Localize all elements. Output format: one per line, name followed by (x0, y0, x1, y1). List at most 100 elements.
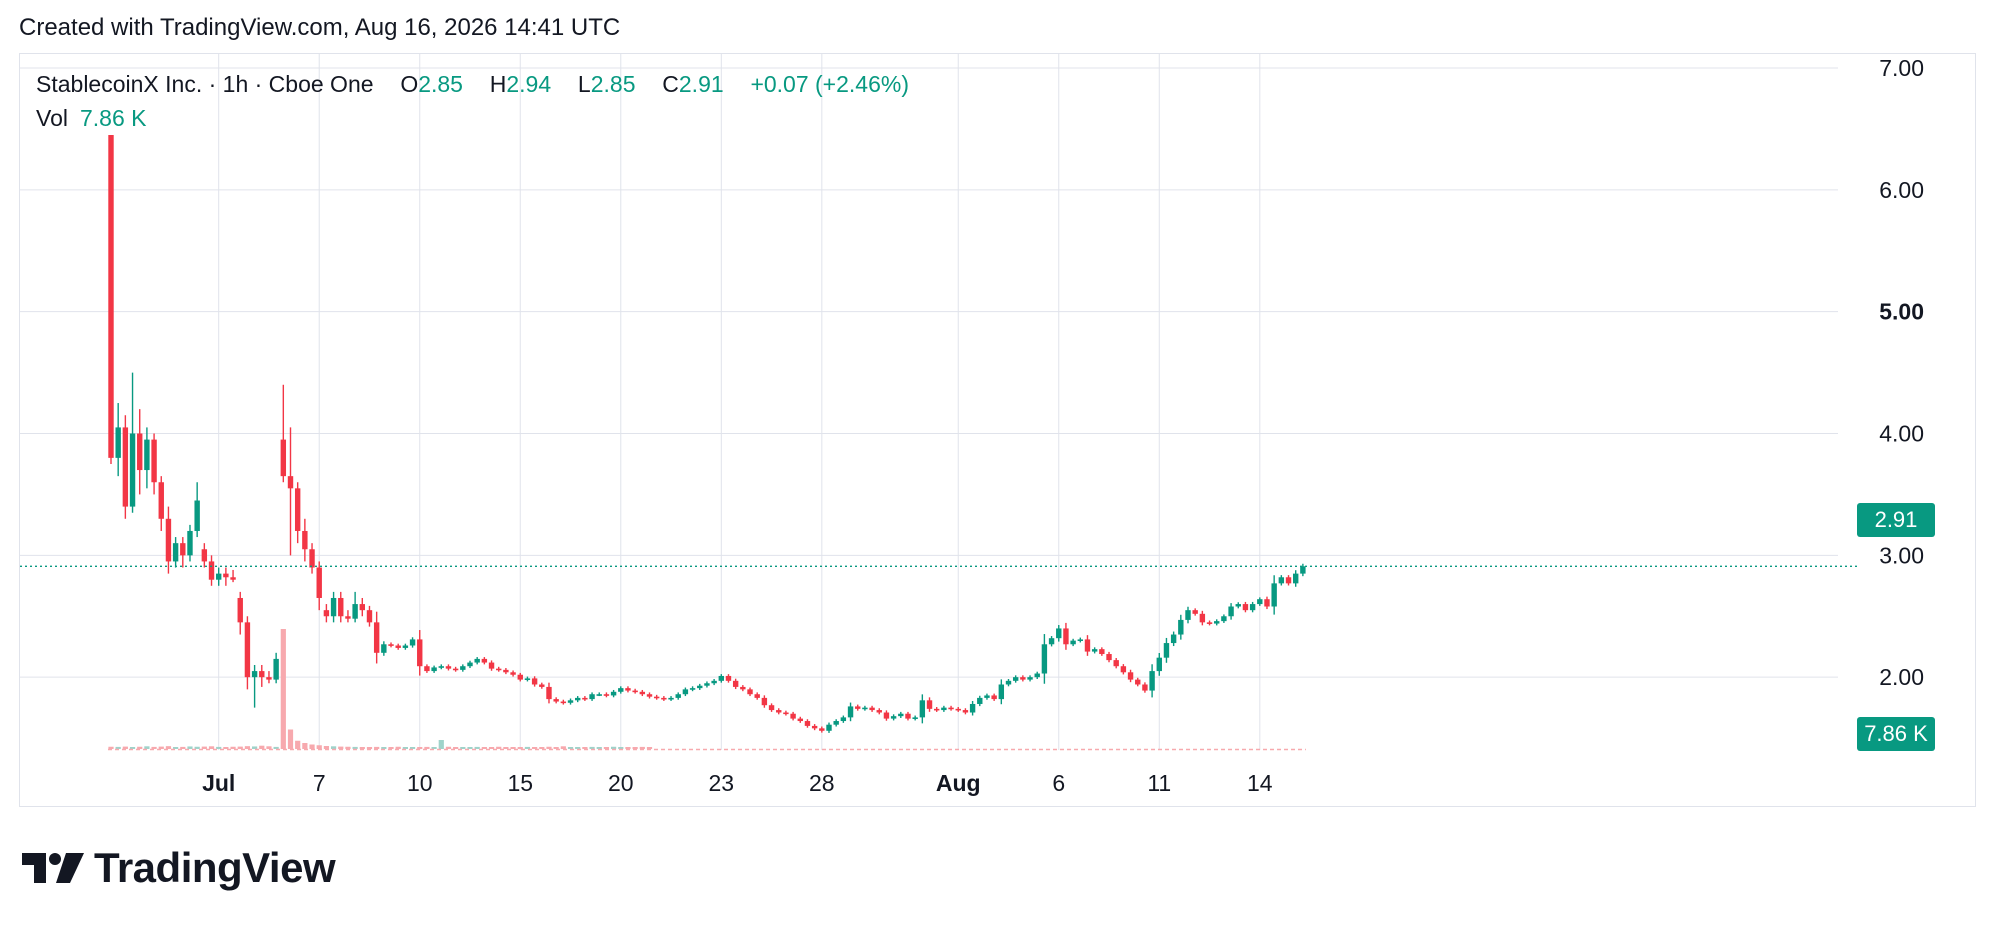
candle-body (1192, 610, 1198, 614)
candle-body (941, 707, 947, 711)
candle-body (330, 597, 337, 617)
volume-bar (639, 746, 645, 749)
candle-body (417, 639, 423, 667)
volume-label: Vol (36, 105, 68, 131)
candle-body (366, 610, 373, 623)
candle-body (129, 433, 136, 507)
candle-body (783, 712, 789, 715)
candle-body (725, 675, 732, 681)
volume-bar (122, 746, 128, 749)
candle-body (503, 669, 509, 673)
candle-body (984, 695, 990, 698)
symbol-label[interactable]: StablecoinX Inc. · 1h · Cboe One (36, 71, 374, 97)
candle-body (718, 675, 724, 681)
candle-body (553, 699, 559, 702)
candle-body (747, 689, 753, 695)
candle-body (309, 549, 315, 568)
close-label: C (662, 71, 679, 97)
candle-body (1242, 604, 1249, 611)
candle-body (352, 604, 358, 619)
candle-body (833, 721, 839, 725)
candle-body (1063, 628, 1069, 645)
candle-body (1012, 677, 1019, 681)
candle-body (144, 439, 150, 471)
candle-body (108, 135, 114, 458)
candle-body (711, 680, 717, 684)
candle-body (919, 700, 926, 718)
change-value: +0.07 (+2.46%) (750, 71, 909, 97)
candle-body (388, 644, 394, 646)
volume-bar (474, 746, 480, 749)
candle-body (194, 500, 200, 531)
volume-bar (223, 747, 229, 749)
candle-body (1221, 616, 1227, 622)
candle-body (948, 707, 954, 710)
volume-bar (208, 746, 215, 749)
volume-bar (546, 746, 552, 749)
close-value: 2.91 (678, 71, 724, 97)
volume-bar (151, 746, 157, 749)
volume-bar (237, 746, 243, 749)
candle-body (424, 666, 430, 672)
candle-body (610, 691, 617, 696)
candle-body (158, 482, 164, 519)
candle-body (740, 686, 746, 690)
candle-body (1149, 671, 1155, 691)
candle-body (230, 577, 236, 580)
candle-body (646, 694, 653, 697)
candle-body (402, 645, 409, 648)
x-axis-label: 15 (507, 770, 533, 796)
volume-bar (273, 746, 279, 749)
candle-body (869, 707, 875, 711)
candle-body (898, 713, 904, 717)
y-axis-label: 7.00 (1879, 55, 1924, 81)
candle-body (567, 700, 574, 703)
volume-bar (252, 746, 258, 749)
volume-bar (646, 747, 653, 749)
candle-body (962, 710, 969, 713)
candle-body (977, 697, 983, 704)
candle-body (890, 716, 897, 719)
candle-body (1127, 672, 1134, 680)
candle-body (589, 694, 595, 700)
candle-body (926, 700, 933, 709)
candle-body (460, 666, 466, 670)
candle-body (768, 705, 775, 711)
candle-body (1170, 634, 1177, 644)
chart-frame[interactable] (19, 53, 1976, 807)
candle-body (1034, 673, 1040, 678)
candle-body (244, 622, 251, 678)
volume-bar (567, 747, 574, 749)
x-axis-label: 11 (1147, 770, 1171, 796)
volume-bar (144, 746, 150, 749)
volume-bar (467, 747, 473, 749)
volume-bar (137, 746, 143, 749)
volume-bar (330, 746, 337, 749)
candle-body (840, 717, 847, 722)
candle-body (1249, 604, 1256, 611)
candle-body (969, 703, 976, 713)
candle-body (517, 674, 523, 680)
volume-bar (115, 746, 121, 749)
candle-body (575, 697, 581, 701)
candle-body (661, 697, 667, 700)
candle-body (625, 688, 631, 691)
candle-body (496, 668, 502, 671)
y-axis-label: 2.00 (1879, 664, 1924, 690)
candle-body (1206, 622, 1213, 624)
y-axis-label: 4.00 (1879, 421, 1924, 447)
candle-body (1278, 577, 1285, 584)
volume-bar (460, 747, 466, 749)
candle-body (826, 724, 832, 731)
candle-body (1271, 583, 1277, 607)
candle-body (488, 662, 495, 669)
x-axis-label: 10 (407, 770, 433, 796)
candle-body (359, 604, 365, 611)
open-value: 2.85 (418, 71, 463, 97)
candle-body (1041, 644, 1048, 674)
volume-bar (201, 746, 207, 749)
volume-bar (295, 740, 301, 749)
candle-body (1020, 677, 1026, 680)
tradingview-logo[interactable]: TradingView (22, 844, 336, 892)
